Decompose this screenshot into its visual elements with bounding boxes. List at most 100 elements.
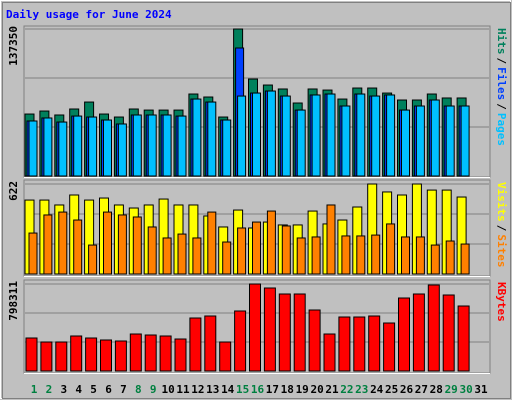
x-tick-label: 16 [251,383,265,396]
bar [341,235,351,275]
bar [415,236,425,275]
bar [219,341,232,372]
bar [252,92,261,177]
bar [73,115,83,177]
x-tick-label: 21 [325,383,339,396]
bar [398,297,410,372]
bar [28,120,38,177]
x-tick-label: 22 [340,383,353,396]
bar [457,305,470,372]
legend-separator: / [495,58,508,65]
y-tick-label: 798311 [7,281,20,321]
bar [43,117,53,177]
bar [311,236,321,275]
bar [40,341,53,372]
x-tick-label: 3 [60,383,67,396]
bar [266,210,276,275]
bar [353,316,366,372]
bar [281,225,291,275]
bar [237,227,247,275]
bar [177,115,187,177]
legend-entry: Files [495,67,508,100]
bar [117,123,127,177]
legend-entry: Visits [495,182,508,222]
bar [70,335,83,372]
x-tick-label: 10 [161,383,174,396]
bar [73,219,83,275]
bar [100,339,112,372]
bar [159,335,172,372]
y-tick-label: 622 [7,181,20,201]
bar [252,221,261,275]
bar [174,338,187,372]
bar [326,93,336,177]
bar [368,315,381,372]
legend: Hits / Files / Pages [495,28,508,146]
legend-separator: / [495,225,508,232]
bar [427,284,440,372]
x-tick-label: 2 [46,383,53,396]
bar [207,211,217,275]
bar [308,309,321,372]
bar [263,287,276,372]
legend-separator: / [495,103,508,110]
bar [132,114,142,177]
bar [85,337,98,372]
bar [445,240,455,275]
x-tick-label: 6 [105,383,112,396]
chart-title: Daily usage for June 2024 [6,8,172,21]
x-tick-label: 1 [31,383,38,396]
x-tick-label: 30 [459,383,472,396]
bar [383,322,396,372]
bar [114,340,127,372]
bar [144,334,157,372]
bar [430,244,440,275]
bar [147,114,157,177]
x-tick-label: 4 [75,383,82,396]
x-tick-label: 17 [266,383,279,396]
x-tick-label: 15 [236,383,249,396]
bar [204,315,217,372]
legend-entry: KBytes [495,282,508,322]
bar [58,211,68,275]
bar [266,90,276,177]
bar [371,95,381,177]
bar [162,114,172,177]
bar [58,121,68,177]
bar [293,293,306,372]
bar [442,294,455,372]
bar [237,95,247,177]
x-tick-label: 7 [120,383,127,396]
bar [460,105,470,177]
x-tick-label: 13 [206,383,219,396]
bar [386,223,396,275]
bar [162,237,172,275]
x-tick-label: 28 [430,383,443,396]
bar [338,316,351,372]
x-tick-label: 25 [385,383,398,396]
x-tick-label: 27 [415,383,428,396]
bar [147,226,157,275]
bar [55,341,68,372]
legend-entry: Hits [495,28,508,55]
legend: KBytes [495,282,508,322]
x-tick-label: 24 [370,383,384,396]
bar [341,105,351,177]
x-tick-label: 5 [90,383,97,396]
bar [311,94,321,177]
x-tick-label: 23 [355,383,368,396]
x-tick-label: 19 [296,383,309,396]
bar [25,337,38,372]
bar [296,237,306,275]
bar [189,317,202,372]
bar [103,211,112,275]
bar [460,243,470,275]
legend-entry: Sites [495,234,508,267]
bar [356,235,366,275]
bar [234,310,247,372]
bar [192,98,202,177]
bar [117,214,127,275]
legend-entry: Pages [495,113,508,146]
